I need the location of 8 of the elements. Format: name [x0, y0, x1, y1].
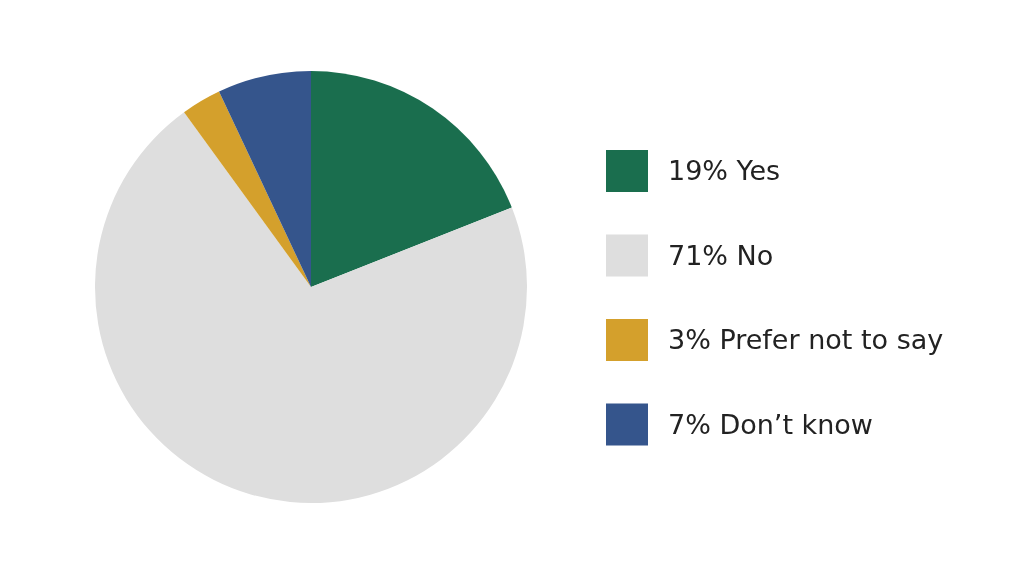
- legend-label: 7% Don’t know: [668, 408, 873, 440]
- legend-label: 71% No: [668, 239, 774, 271]
- pie-slice: [95, 112, 527, 503]
- pie-slice: [184, 91, 311, 287]
- legend-label: 3% Prefer not to say: [668, 324, 944, 356]
- pie-slice: [311, 71, 512, 287]
- legend-label: 19% Yes: [668, 155, 781, 187]
- pie-slice: [219, 71, 311, 287]
